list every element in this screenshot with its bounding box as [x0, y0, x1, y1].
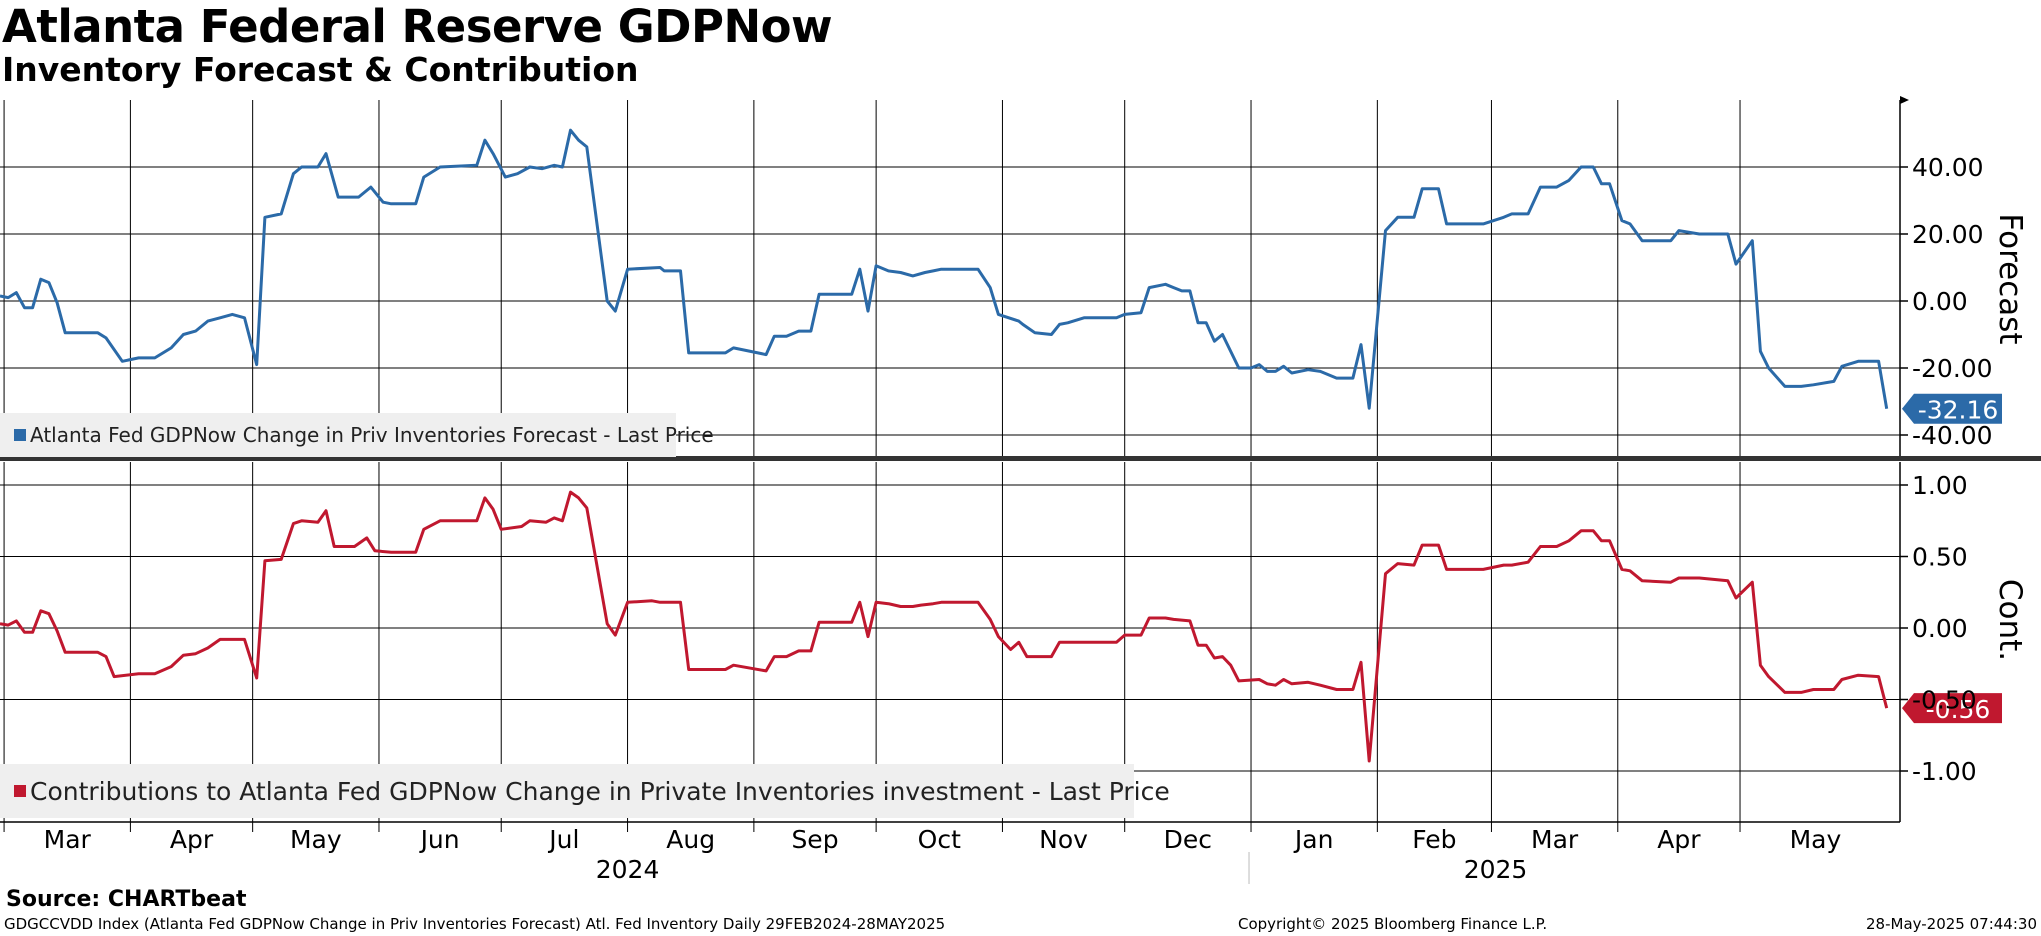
grid-lines: [0, 100, 1900, 822]
axis-labels: 40.00 20.00 0.00 -20.00 -40.00 Forecast 1.00 0.…: [44, 153, 2028, 884]
y-tick-label: 20.00: [1912, 220, 1984, 249]
y-tick-label: -1.00: [1912, 757, 1977, 786]
x-tick-label: Mar: [1531, 825, 1579, 854]
axis-arrow: [1900, 96, 1909, 104]
source-note: Source: CHARTbeat: [6, 887, 247, 912]
x-tick-label: Aug: [666, 825, 715, 854]
x-tick-label: Apr: [1657, 825, 1701, 854]
y-tick-label: 1.00: [1912, 471, 1968, 500]
legend-box: [0, 413, 676, 457]
x-tick-label: Sep: [791, 825, 838, 854]
y-axis-title: Cont.: [1992, 579, 2028, 661]
chart-subtitle: Inventory Forecast & Contribution: [2, 50, 639, 89]
chart-area: -32.16 -0.56 40.00 20.00 0.00 -20.00 -40.00 Fo…: [0, 96, 2041, 884]
x-tick-label: Feb: [1412, 825, 1456, 854]
x-tick-label: May: [1790, 825, 1842, 854]
series-lines: -32.16 -0.56: [0, 128, 2002, 763]
y-tick-label: -20.00: [1912, 354, 1993, 383]
y-tick-label: -40.00: [1912, 421, 1993, 450]
legend-box: [0, 764, 1134, 818]
x-tick-label: Jun: [419, 825, 460, 854]
axes: [0, 96, 2041, 884]
x-tick-label: Oct: [918, 825, 961, 854]
legends: Atlanta Fed GDPNow Change in Priv Invent…: [0, 413, 1170, 818]
contribution-legend-label: Contributions to Atlanta Fed GDPNow Chan…: [30, 777, 1170, 806]
x-tick-label: Jan: [1293, 825, 1334, 854]
x-tick-label: Apr: [170, 825, 214, 854]
x-tick-label: Nov: [1039, 825, 1088, 854]
forecast-series-line: [0, 128, 1889, 410]
x-tick-label: Mar: [44, 825, 92, 854]
x-tick-label: Dec: [1164, 825, 1212, 854]
contribution-series-line: [0, 490, 1889, 763]
y-tick-label: 40.00: [1912, 153, 1984, 182]
x-tick-label: Jul: [547, 825, 579, 854]
last-value-label: -32.16: [1918, 396, 1999, 425]
footer-copyright: Copyright© 2025 Bloomberg Finance L.P.: [1238, 915, 1548, 933]
y-axis-title: Forecast: [1992, 213, 2028, 344]
x-tick-label: May: [290, 825, 342, 854]
forecast-legend-label: Atlanta Fed GDPNow Change in Priv Invent…: [30, 423, 714, 447]
last-value-tag: [1902, 393, 2002, 424]
forecast-legend-swatch: [14, 429, 26, 441]
y-tick-label: -0.50: [1912, 686, 1977, 715]
y-tick-label: 0.50: [1912, 543, 1968, 572]
footer-index-info: GDGCCVDD Index (Atlanta Fed GDPNow Chang…: [4, 915, 946, 933]
last-value-tag: [1902, 693, 2002, 724]
footer-timestamp: 28-May-2025 07:44:30: [1866, 915, 2037, 933]
contribution-legend-swatch: [14, 785, 26, 797]
x-year-label: 2024: [596, 855, 660, 884]
y-tick-label: 0.00: [1912, 287, 1968, 316]
x-year-label: 2025: [1464, 855, 1528, 884]
chart-title: Atlanta Federal Reserve GDPNow: [2, 0, 833, 53]
last-value-label: -0.56: [1926, 695, 1991, 724]
panel-divider: [0, 456, 2041, 461]
y-tick-label: 0.00: [1912, 614, 1968, 643]
